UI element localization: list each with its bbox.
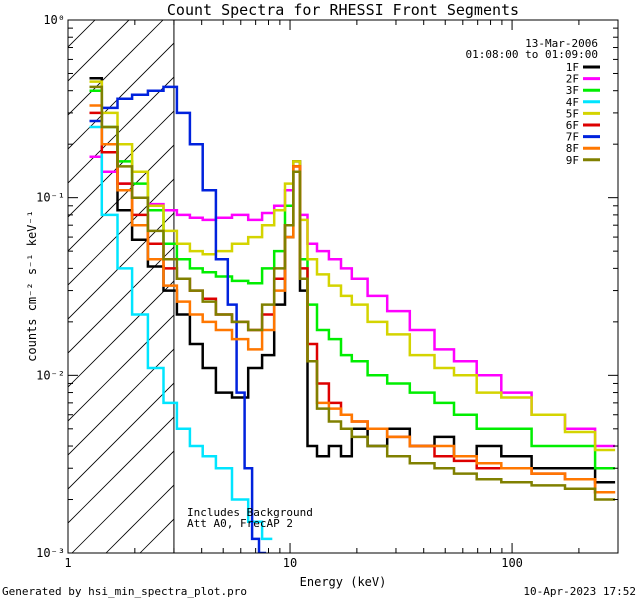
series-line-4f bbox=[89, 125, 273, 541]
y-tick-label: 10⁰ bbox=[43, 13, 65, 27]
x-tick-label: 100 bbox=[501, 556, 523, 570]
hatched-region bbox=[68, 20, 174, 553]
legend-label-8f: 8F bbox=[566, 142, 579, 155]
hatch-line bbox=[68, 314, 174, 422]
chart-title: Count Spectra for RHESSI Front Segments bbox=[167, 1, 519, 19]
hatch-line bbox=[105, 484, 174, 553]
series-line-8f bbox=[89, 104, 616, 494]
series-line-9f bbox=[89, 85, 616, 501]
hatch-line bbox=[68, 280, 174, 388]
hatch-line bbox=[68, 416, 174, 524]
hatch-line bbox=[68, 42, 174, 150]
legend-label-3f: 3F bbox=[566, 84, 579, 97]
footer-timestamp: 10-Apr-2023 17:52 bbox=[523, 585, 636, 598]
legend-label-4f: 4F bbox=[566, 96, 579, 109]
x-tick-label: 10 bbox=[283, 556, 297, 570]
axis-ticks: 1 10 100 10⁰ 10⁻¹ 10⁻² 10⁻³ bbox=[36, 13, 619, 570]
annotation-background: Includes Background bbox=[187, 506, 313, 519]
legend-label-1f: 1F bbox=[566, 61, 579, 74]
date-label: 13-Mar-2006 bbox=[525, 37, 598, 50]
y-tick-label: 10⁻² bbox=[36, 368, 65, 382]
y-tick-label: 10⁻³ bbox=[36, 546, 65, 560]
legend-label-5f: 5F bbox=[566, 107, 579, 120]
hatch-line bbox=[68, 246, 174, 354]
series-line-5f bbox=[89, 80, 616, 452]
series-line-7f bbox=[89, 85, 267, 553]
legend-label-9f: 9F bbox=[566, 154, 579, 167]
y-tick-label: 10⁻¹ bbox=[36, 191, 65, 205]
x-axis-label: Energy (keV) bbox=[300, 575, 387, 589]
legend-label-2f: 2F bbox=[566, 73, 579, 86]
annotation-attenuator: Att A0, FrecAP 2 bbox=[187, 517, 293, 530]
hatch-line bbox=[71, 450, 174, 553]
plot-frame bbox=[67, 19, 619, 554]
x-tick-label: 1 bbox=[64, 556, 71, 570]
hatch-line bbox=[68, 382, 174, 490]
series-layer bbox=[89, 77, 616, 553]
hatch-line bbox=[68, 20, 96, 48]
hatch-line bbox=[68, 178, 174, 286]
y-axis-label: counts cm⁻² s⁻¹ keV⁻¹ bbox=[25, 210, 39, 362]
legend-label-7f: 7F bbox=[566, 131, 579, 144]
hatch-line bbox=[68, 212, 174, 320]
footer-generated-by: Generated by hsi_min_spectra_plot.pro bbox=[2, 585, 247, 598]
hatch-line bbox=[68, 20, 164, 116]
legend-label-6f: 6F bbox=[566, 119, 579, 132]
time-range-label: 01:08:00 to 01:09:00 bbox=[466, 48, 598, 61]
hatch-line bbox=[68, 76, 174, 184]
